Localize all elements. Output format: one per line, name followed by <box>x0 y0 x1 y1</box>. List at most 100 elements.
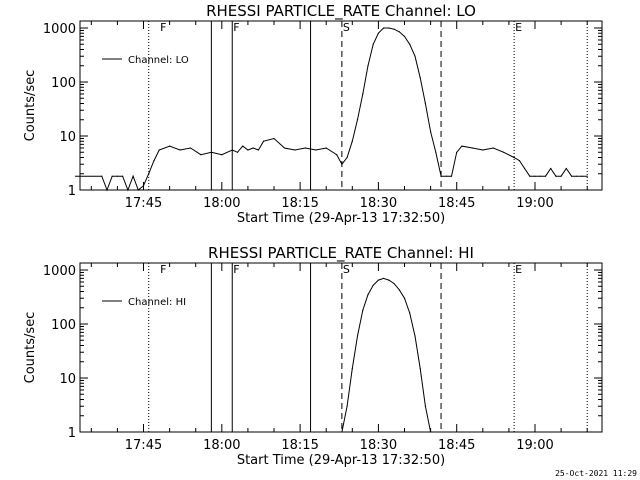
data-point <box>106 189 108 191</box>
data-point <box>430 131 432 133</box>
data-point <box>101 175 103 177</box>
event-marker-label: F <box>160 263 166 276</box>
data-point <box>544 175 547 177</box>
data-point <box>445 175 447 177</box>
x-tick-label: 18:45 <box>438 196 475 211</box>
plot-frame <box>79 20 603 191</box>
data-point <box>403 297 406 299</box>
data-point <box>440 175 442 177</box>
data-point <box>398 31 400 33</box>
data-point <box>367 65 369 67</box>
x-tick-label: 18:30 <box>360 438 397 453</box>
x-tick-label: 18:45 <box>438 438 475 453</box>
legend-entry: Channel: LO <box>128 55 189 66</box>
data-point <box>325 147 327 149</box>
data-point <box>294 149 296 151</box>
panel-hi-channel: RHESSI PARTICLE_RATE Channel: HI 1 10 100 10… <box>23 244 603 468</box>
y-tick-label: 10 <box>59 372 76 387</box>
data-point <box>414 55 416 57</box>
data-point <box>346 405 348 407</box>
data-point <box>539 175 541 177</box>
date-stamp: 25-Oct-2021 11:29 <box>555 469 637 478</box>
data-point <box>398 289 400 291</box>
y-tick-label: 100 <box>51 76 76 91</box>
data-point <box>242 145 244 147</box>
data-point <box>456 151 458 153</box>
y-axis-label: Counts/sec <box>23 70 38 142</box>
data-point <box>315 149 317 151</box>
data-point <box>346 156 348 159</box>
data-point <box>565 167 567 170</box>
data-point <box>283 147 286 149</box>
y-tick-label: 10 <box>59 130 76 145</box>
y-tick-label: 1 <box>68 426 76 441</box>
data-point <box>142 185 145 187</box>
data-point <box>341 431 343 433</box>
data-point <box>586 175 588 177</box>
data-point <box>75 175 77 177</box>
data-point <box>560 175 562 177</box>
x-tick-label: 17:45 <box>125 196 162 211</box>
data-point <box>492 147 494 149</box>
data-point <box>424 102 426 105</box>
data-point <box>362 309 364 311</box>
data-point <box>132 175 134 177</box>
data-point <box>158 149 160 151</box>
data-point <box>550 167 552 170</box>
data-point <box>341 163 343 165</box>
data-point <box>153 160 155 162</box>
data-point <box>111 175 113 177</box>
data-point <box>372 43 374 45</box>
data-point <box>461 145 463 147</box>
x-tick-label: 18:00 <box>203 438 240 453</box>
data-point <box>377 32 379 34</box>
data-point <box>304 147 306 149</box>
data-point <box>351 367 353 370</box>
data-point <box>424 405 426 407</box>
data-point <box>356 335 359 337</box>
data-point <box>169 145 171 147</box>
data-point <box>336 154 338 156</box>
data-point <box>263 140 265 142</box>
y-tick-label: 1000 <box>43 264 76 279</box>
data-point <box>414 335 416 337</box>
data-point <box>555 175 557 177</box>
data-point <box>116 175 118 177</box>
data-point <box>236 151 239 153</box>
x-tick-label: 18:00 <box>203 196 240 211</box>
data-point <box>383 27 385 29</box>
data-point <box>247 149 249 151</box>
data-point <box>367 294 369 296</box>
data-point <box>482 149 484 151</box>
data-point <box>419 77 421 79</box>
y-tick-label: 100 <box>51 318 76 333</box>
data-point <box>351 140 353 142</box>
data-point <box>450 175 453 177</box>
data-point <box>221 154 223 156</box>
data-point <box>137 189 139 191</box>
data-point <box>581 175 583 177</box>
data-point <box>513 156 515 159</box>
y-tick-label: 1000 <box>43 22 76 37</box>
data-point <box>524 167 526 170</box>
chart-title: RHESSI PARTICLE_RATE Channel: HI <box>208 244 474 263</box>
series-line-channel-hi <box>341 277 432 433</box>
data-point <box>257 149 259 151</box>
panel-lo-channel: RHESSI PARTICLE_RATE Channel: LO 1 10 100 10… <box>23 2 603 226</box>
data-point <box>471 147 473 149</box>
x-tick-label: 18:15 <box>281 196 318 211</box>
data-point <box>148 173 150 175</box>
x-axis-label: Start Time (29-Apr-13 17:32:50) <box>237 211 445 226</box>
data-point <box>435 151 437 153</box>
data-point <box>383 277 385 279</box>
data-point <box>122 175 124 177</box>
data-point <box>252 147 254 149</box>
y-tick-label: 1 <box>68 184 76 199</box>
data-point <box>377 279 379 281</box>
event-marker-label: E <box>515 21 522 34</box>
data-point <box>576 175 578 177</box>
data-point <box>388 279 390 281</box>
data-point <box>503 151 505 153</box>
